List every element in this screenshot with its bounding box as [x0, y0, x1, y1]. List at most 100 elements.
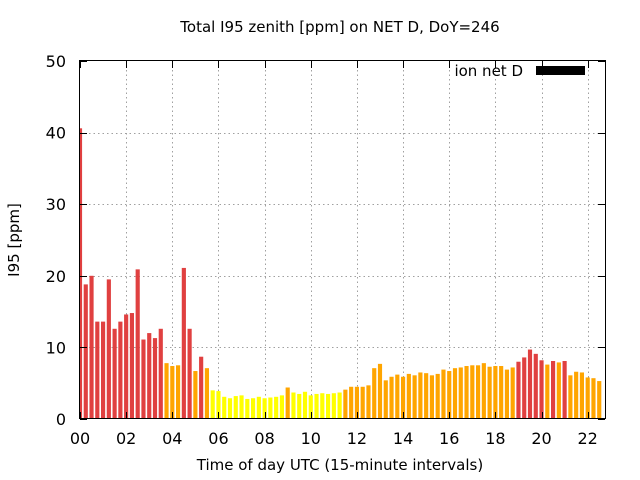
bar-58: [412, 375, 417, 419]
legend: ion net D: [454, 62, 585, 80]
bar-9: [129, 313, 134, 419]
x-tick-label: 18: [485, 429, 505, 448]
bar-56: [401, 376, 406, 419]
bar-49: [360, 386, 365, 419]
bar-40: [308, 395, 313, 419]
bar-18: [181, 267, 186, 419]
bar-66: [458, 367, 463, 419]
bar-81: [545, 364, 550, 419]
bars: [80, 128, 602, 419]
bar-33: [268, 397, 273, 419]
bar-22: [204, 368, 209, 419]
bar-17: [176, 365, 181, 419]
bar-42: [320, 393, 325, 419]
bar-60: [424, 373, 429, 419]
x-tick-label: 20: [531, 429, 551, 448]
ticks: [80, 61, 605, 420]
bar-1: [83, 284, 88, 419]
plot-frame: [79, 60, 606, 419]
bar-89: [591, 378, 596, 419]
x-tick-label: 12: [347, 429, 367, 448]
y-axis-label: I95 [ppm]: [5, 203, 23, 277]
bar-23: [210, 390, 215, 419]
bar-36: [285, 387, 290, 419]
bar-46: [343, 389, 348, 419]
bar-5: [106, 279, 111, 419]
bar-63: [441, 369, 446, 419]
y-tick-label: 50: [46, 52, 66, 71]
bar-35: [279, 395, 284, 419]
bar-62: [435, 373, 440, 419]
x-tick-label: 16: [439, 429, 459, 448]
bar-53: [383, 380, 388, 419]
bar-84: [562, 361, 567, 419]
bar-87: [579, 372, 584, 419]
bar-8: [124, 314, 129, 419]
bar-48: [354, 386, 359, 419]
bar-30: [251, 398, 256, 419]
bar-20: [193, 371, 198, 419]
bar-76: [516, 361, 521, 419]
bar-43: [326, 393, 331, 419]
x-tick-label: 22: [578, 429, 598, 448]
y-tick-label: 30: [46, 195, 66, 214]
x-tick-label: 06: [208, 429, 228, 448]
bar-14: [158, 328, 163, 419]
bar-27: [233, 396, 238, 419]
bar-0: [80, 128, 83, 419]
y-tick-label: 40: [46, 124, 66, 143]
bar-78: [527, 349, 533, 419]
bar-57: [406, 373, 411, 419]
bar-4: [101, 321, 106, 419]
bar-65: [452, 368, 458, 419]
bar-13: [152, 338, 158, 419]
bar-41: [314, 393, 319, 419]
bar-61: [429, 375, 434, 419]
bar-29: [245, 398, 250, 419]
y-tick-label: 10: [46, 338, 66, 357]
grid: [80, 61, 605, 419]
bar-73: [499, 366, 504, 419]
bar-50: [366, 385, 371, 419]
bar-11: [141, 339, 146, 419]
legend-swatch: [536, 66, 585, 75]
bar-7: [118, 321, 123, 419]
bar-3: [95, 321, 100, 419]
bar-54: [389, 376, 394, 419]
legend-label: ion net D: [454, 62, 523, 80]
bar-88: [585, 377, 590, 419]
bar-72: [493, 366, 498, 419]
x-tick-label: 08: [254, 429, 274, 448]
x-tick-label: 10: [301, 429, 321, 448]
y-tick-label: 20: [46, 267, 66, 286]
bar-19: [187, 328, 192, 419]
bar-24: [216, 391, 221, 419]
bar-69: [476, 365, 481, 419]
bar-67: [464, 366, 469, 419]
bar-45: [337, 392, 342, 419]
bar-71: [487, 366, 492, 419]
bar-34: [274, 396, 279, 419]
bar-32: [262, 398, 267, 419]
bar-37: [291, 392, 296, 419]
bar-55: [395, 374, 400, 419]
bar-85: [568, 375, 573, 419]
bar-2: [89, 275, 94, 419]
bar-79: [533, 353, 538, 419]
bar-77: [522, 357, 527, 419]
bar-86: [574, 371, 579, 419]
bar-25: [222, 396, 227, 419]
y-tick-label: 0: [56, 410, 66, 429]
bar-6: [112, 328, 117, 419]
bar-82: [551, 361, 556, 419]
bar-44: [331, 393, 336, 419]
bar-64: [447, 371, 452, 419]
bar-74: [504, 369, 509, 419]
x-tick-label: 14: [393, 429, 413, 448]
bar-16: [170, 366, 175, 419]
bar-70: [481, 363, 486, 419]
bar-52: [377, 363, 383, 419]
bar-83: [556, 362, 561, 419]
bar-26: [227, 398, 233, 419]
bar-80: [539, 360, 544, 419]
